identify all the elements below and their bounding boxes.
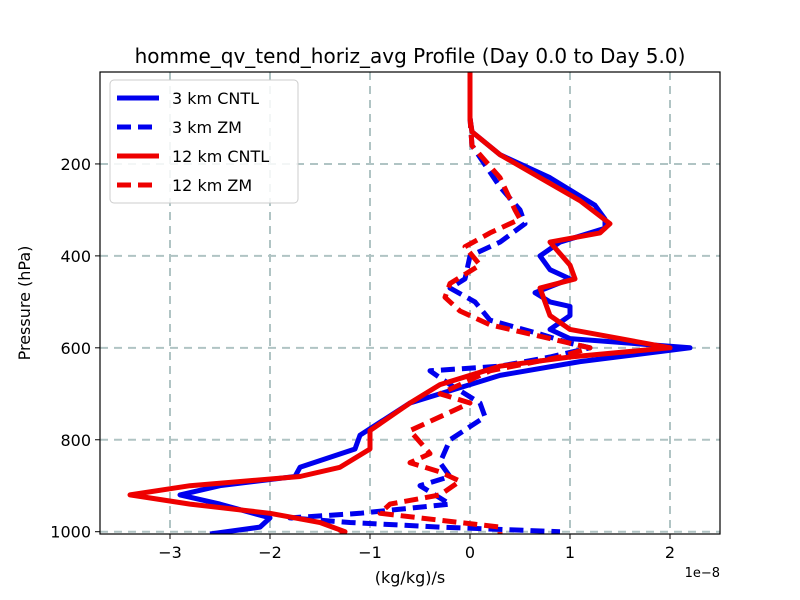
legend-label: 3 km ZM bbox=[172, 118, 242, 137]
y-tick-label: 400 bbox=[60, 247, 91, 266]
legend: 3 km CNTL 3 km ZM 12 km CNTL 12 km ZM bbox=[109, 79, 299, 204]
x-tick-label: −1 bbox=[358, 543, 382, 562]
grid bbox=[100, 72, 720, 534]
chart-title: homme_qv_tend_horiz_avg Profile (Day 0.0… bbox=[135, 44, 686, 68]
x-offset-text: 1e−8 bbox=[685, 566, 720, 581]
y-tick-label: 800 bbox=[60, 431, 91, 450]
axes-frame bbox=[99, 71, 721, 535]
series-line-12-km-cntl bbox=[127, 72, 673, 534]
x-tick-label: −2 bbox=[258, 543, 282, 562]
x-tick-label: −3 bbox=[158, 543, 182, 562]
x-tick-label: 1 bbox=[565, 543, 575, 562]
axis-ticks: −3 −2 −1 0 1 2 200 400 600 800 1000 bbox=[50, 155, 675, 562]
y-tick-label: 600 bbox=[60, 339, 91, 358]
x-tick-label: 0 bbox=[465, 543, 475, 562]
y-tick-label: 1000 bbox=[50, 523, 91, 542]
series-lines bbox=[127, 72, 693, 534]
y-tick-label: 200 bbox=[60, 155, 91, 174]
x-tick-label: 2 bbox=[665, 543, 675, 562]
legend-label: 3 km CNTL bbox=[172, 89, 259, 108]
series-line-12-km-zm bbox=[377, 72, 593, 534]
legend-box bbox=[109, 79, 299, 204]
legend-label: 12 km CNTL bbox=[172, 147, 269, 166]
y-axis-label: Pressure (hPa) bbox=[15, 246, 34, 361]
x-axis-label: (kg/kg)/s bbox=[375, 568, 445, 587]
legend-label: 12 km ZM bbox=[172, 176, 252, 195]
